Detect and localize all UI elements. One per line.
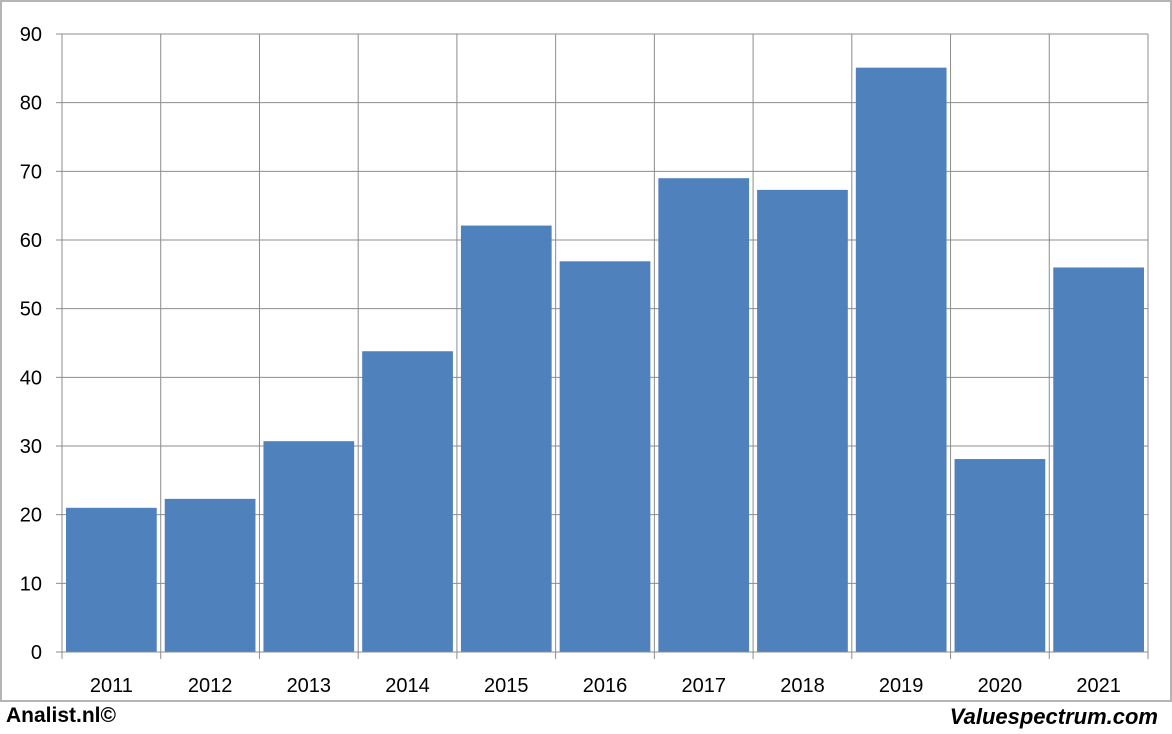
footer-source-left: Analist.nl© — [6, 704, 116, 727]
x-tick-label: 2019 — [879, 675, 924, 697]
x-tick-label: 2021 — [1076, 675, 1121, 697]
x-tick-label: 2017 — [681, 675, 726, 697]
x-tick-label: 2011 — [90, 675, 133, 697]
bar-layer — [66, 67, 1144, 652]
y-tick-label: 0 — [31, 642, 42, 664]
bar-2013 — [263, 441, 355, 652]
bar-2019 — [855, 67, 947, 652]
bar-2017 — [658, 178, 750, 652]
y-tick-label: 90 — [20, 24, 42, 46]
bar-2012 — [164, 498, 256, 652]
x-tick-label: 2015 — [484, 675, 529, 697]
bar-2021 — [1053, 267, 1144, 652]
bar-2016 — [559, 261, 651, 652]
bar-2020 — [954, 459, 1046, 652]
x-tick-label: 2014 — [385, 675, 430, 697]
bar-2011 — [66, 507, 157, 652]
y-tick-label: 80 — [20, 93, 42, 115]
x-tick-label: 2018 — [780, 675, 825, 697]
bar-2014 — [362, 351, 453, 652]
y-tick-label: 70 — [20, 161, 42, 183]
y-tick-label: 10 — [20, 573, 42, 595]
y-tick-label: 50 — [20, 299, 42, 321]
x-tick-label: 2013 — [287, 675, 332, 697]
y-tick-label: 40 — [20, 367, 42, 389]
x-tick-label: 2016 — [583, 675, 628, 697]
x-tick-label: 2012 — [188, 675, 233, 697]
bar-2015 — [460, 225, 552, 652]
axis-layer: 0 10 20 30 40 50 60 70 80 90 2011 2012 2013 2014 2015 2… — [20, 24, 1149, 697]
footer-source-right: Valuespectrum.com — [949, 704, 1158, 729]
y-tick-label: 30 — [20, 436, 42, 458]
y-tick-label: 20 — [20, 505, 42, 527]
bar-2018 — [757, 189, 848, 652]
y-tick-label: 60 — [20, 230, 42, 252]
x-tick-label: 2020 — [978, 675, 1023, 697]
